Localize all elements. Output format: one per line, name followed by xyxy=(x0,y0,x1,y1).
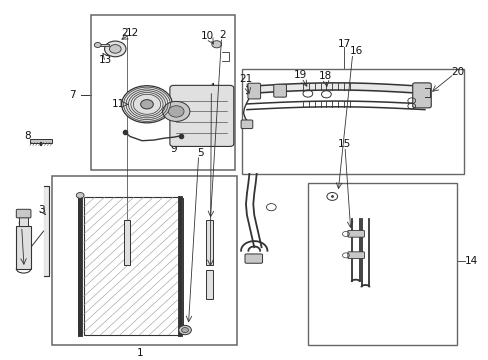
FancyBboxPatch shape xyxy=(347,230,364,237)
Circle shape xyxy=(94,42,101,48)
Text: 20: 20 xyxy=(450,67,464,77)
Circle shape xyxy=(104,41,126,57)
Text: 12: 12 xyxy=(125,28,139,38)
Text: 21: 21 xyxy=(239,73,252,84)
FancyBboxPatch shape xyxy=(244,254,262,263)
Bar xyxy=(206,270,213,299)
FancyBboxPatch shape xyxy=(273,84,286,97)
Text: 4: 4 xyxy=(207,83,214,93)
Text: 18: 18 xyxy=(318,71,331,81)
Bar xyxy=(16,226,31,269)
Text: 10: 10 xyxy=(200,31,213,41)
Text: 8: 8 xyxy=(24,131,31,141)
Text: 14: 14 xyxy=(464,256,477,266)
Text: 17: 17 xyxy=(337,39,350,49)
FancyBboxPatch shape xyxy=(169,85,233,147)
Text: 2: 2 xyxy=(219,30,225,40)
FancyBboxPatch shape xyxy=(412,83,430,108)
Bar xyxy=(206,220,213,265)
Bar xyxy=(52,176,237,345)
Text: 1: 1 xyxy=(136,348,142,358)
Circle shape xyxy=(122,86,172,123)
Circle shape xyxy=(181,328,188,333)
Text: 6: 6 xyxy=(17,219,23,229)
Circle shape xyxy=(162,102,189,121)
Text: 19: 19 xyxy=(293,70,306,80)
FancyBboxPatch shape xyxy=(247,83,260,99)
Polygon shape xyxy=(43,186,49,276)
FancyBboxPatch shape xyxy=(241,120,252,129)
Text: 9: 9 xyxy=(170,144,177,154)
Bar xyxy=(83,197,178,335)
Circle shape xyxy=(168,106,183,117)
Circle shape xyxy=(141,100,153,109)
Bar xyxy=(30,139,52,143)
Bar xyxy=(123,220,130,265)
Text: 16: 16 xyxy=(349,46,363,56)
Text: 13: 13 xyxy=(99,55,112,65)
Bar xyxy=(91,15,234,170)
Text: 5: 5 xyxy=(197,148,203,158)
Text: 7: 7 xyxy=(69,90,76,100)
Bar xyxy=(98,44,109,46)
Bar xyxy=(19,217,28,226)
Circle shape xyxy=(178,325,191,335)
Circle shape xyxy=(109,45,121,53)
Circle shape xyxy=(211,41,221,48)
Text: 3: 3 xyxy=(38,205,44,215)
FancyBboxPatch shape xyxy=(16,209,31,218)
Bar xyxy=(242,68,463,174)
Text: 2: 2 xyxy=(122,28,128,38)
FancyBboxPatch shape xyxy=(347,252,364,258)
Bar xyxy=(307,183,456,345)
Text: 15: 15 xyxy=(337,139,350,149)
Text: 11: 11 xyxy=(112,99,125,109)
Circle shape xyxy=(76,193,84,198)
